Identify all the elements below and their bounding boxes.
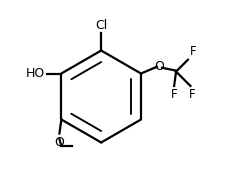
Text: O: O — [55, 136, 64, 149]
Text: F: F — [171, 88, 178, 101]
Text: F: F — [189, 88, 196, 101]
Text: F: F — [189, 45, 196, 58]
Text: HO: HO — [26, 67, 45, 80]
Text: O: O — [154, 60, 164, 73]
Text: Cl: Cl — [95, 19, 107, 32]
